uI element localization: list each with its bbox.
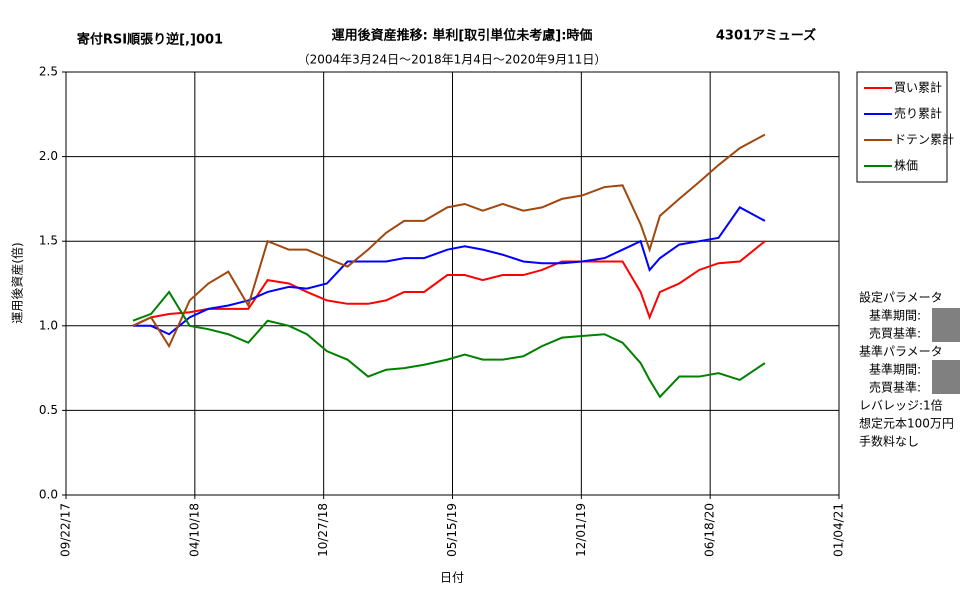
- y-tick-label: 2.5: [39, 65, 58, 79]
- hidden-value: [932, 360, 960, 394]
- parameter-text: 想定元本100万円: [859, 416, 954, 431]
- parameter-text: レバレッジ:1倍: [859, 398, 943, 413]
- legend-label: ドテン累計: [894, 132, 954, 147]
- parameter-text: 基準期間:: [869, 362, 921, 377]
- parameter-text: 基準期間:: [869, 308, 921, 323]
- x-axis-label: 日付: [440, 571, 464, 585]
- chart-subtitle: （2004年3月24日～2018年1月4日～2020年9月11日）: [298, 53, 607, 67]
- x-tick-label: 10/27/18: [316, 503, 330, 557]
- parameter-text: 売買基準:: [869, 326, 921, 341]
- y-tick-label: 0.0: [39, 488, 58, 502]
- x-tick-label: 01/04/21: [832, 503, 846, 557]
- x-tick-label: 05/15/19: [445, 503, 459, 557]
- parameter-text: 基準パラメータ: [859, 344, 943, 359]
- series-line: [132, 206, 766, 336]
- legend-box: [856, 71, 948, 183]
- y-tick-label: 0.5: [39, 403, 58, 417]
- chart-title: 運用後資産推移: 単利[取引単位未考慮]:時価: [332, 28, 593, 44]
- y-axis-label: 運用後資産(倍): [10, 242, 25, 323]
- x-tick-label: 06/18/20: [703, 503, 717, 557]
- series-line: [132, 290, 766, 399]
- right-title: 4301アミューズ: [716, 28, 816, 44]
- x-tick-label: 04/10/18: [187, 503, 201, 557]
- plot-frame: [65, 71, 840, 496]
- y-tick-label: 1.5: [39, 234, 58, 248]
- legend-label: 買い累計: [894, 80, 942, 95]
- parameter-text: 売買基準:: [869, 380, 921, 395]
- series-line: [132, 133, 766, 349]
- hidden-value: [932, 308, 960, 342]
- x-tick-label: 12/01/19: [574, 503, 588, 557]
- series-line: [132, 240, 766, 327]
- parameter-text: 手数料なし: [859, 434, 919, 449]
- left-title: 寄付RSI順張り逆[,]001: [77, 32, 223, 48]
- parameter-text: 設定パラメータ: [859, 290, 943, 305]
- x-tick-label: 09/22/17: [59, 503, 73, 557]
- y-tick-label: 1.0: [39, 318, 58, 332]
- legend-label: 株価: [894, 158, 918, 173]
- y-tick-label: 2.0: [39, 149, 58, 163]
- legend-label: 売り累計: [894, 106, 942, 121]
